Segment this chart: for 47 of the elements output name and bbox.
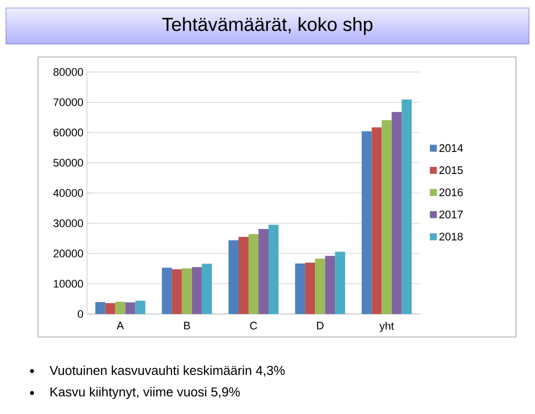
bar (305, 262, 316, 314)
bar (115, 302, 126, 314)
x-tick-label: B (184, 322, 190, 330)
bar (105, 303, 116, 314)
bar (125, 302, 136, 314)
y-tick-label: 0 (78, 310, 84, 318)
bar (248, 234, 259, 314)
bar (372, 127, 382, 314)
bar (402, 100, 412, 314)
x-tick-label: C (250, 322, 258, 330)
text: Kasvu kiihtynyt, viime vuosi 5,9% (50, 386, 240, 400)
chart-title: Tehtävämäärät, koko shp (162, 17, 372, 35)
bar (382, 120, 392, 314)
bar (228, 240, 239, 314)
y-tick-label: 30000 (53, 219, 84, 228)
bar (202, 264, 212, 314)
text: Vuotuinen kasvuvauhti keskimäärin 4,3% (50, 365, 285, 377)
bar (392, 112, 402, 314)
bar (162, 268, 172, 314)
x-tick-label: A (116, 322, 124, 330)
bar (315, 258, 326, 314)
bar (192, 267, 202, 314)
bar (135, 300, 146, 314)
bar (182, 268, 192, 314)
bar (172, 269, 182, 314)
bar (238, 236, 249, 314)
legend-label: 2018 (439, 232, 463, 240)
x-tick-label: D (317, 322, 324, 330)
x-tick-label: yht (379, 322, 394, 332)
bar (335, 252, 346, 314)
y-tick-label: 10000 (54, 280, 84, 288)
y-tick-label: 60000 (54, 128, 84, 136)
y-tick-label: 50000 (53, 158, 84, 167)
legend-label: 2015 (439, 166, 463, 174)
y-tick-label: 70000 (54, 98, 84, 106)
legend-label: 2016 (439, 188, 463, 196)
bar (268, 224, 279, 314)
bar (325, 256, 336, 314)
y-tick-label: 80000 (53, 68, 84, 76)
bar (295, 263, 306, 314)
legend-label: 2017 (439, 210, 463, 218)
bar (362, 131, 372, 314)
legend-label: 2014 (439, 144, 463, 152)
bar (95, 302, 106, 314)
y-tick-label: 40000 (53, 189, 84, 197)
y-tick-label: 20000 (54, 250, 84, 258)
bar (258, 229, 269, 314)
